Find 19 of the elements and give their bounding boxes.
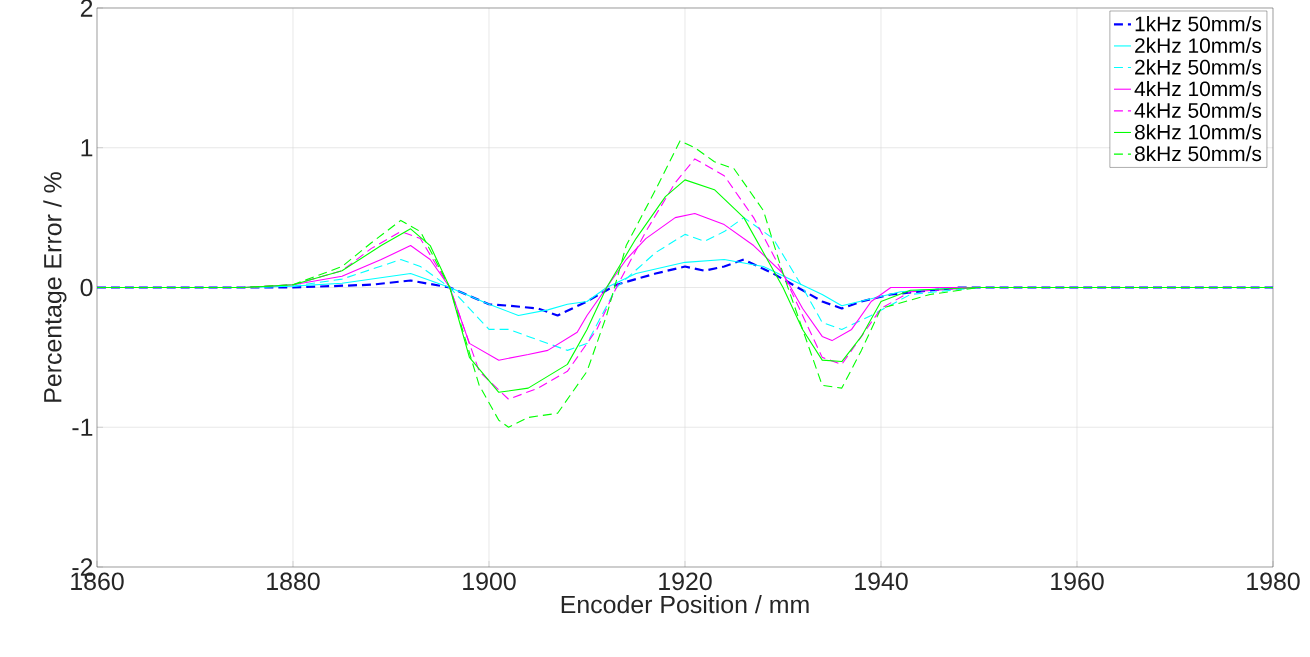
x-tick-label: 1900 bbox=[463, 572, 516, 591]
legend-label: 4kHz 50mm/s bbox=[1134, 102, 1262, 118]
y-tick-label: 0 bbox=[80, 278, 93, 297]
y-axis-title: Percentage Error / % bbox=[43, 172, 67, 402]
x-axis-title: Encoder Position / mm bbox=[561, 595, 809, 614]
legend-label: 8kHz 10mm/s bbox=[1134, 124, 1262, 140]
legend-label: 8kHz 50mm/s bbox=[1134, 145, 1262, 162]
x-tick-label: 1940 bbox=[855, 572, 908, 591]
x-tick-label: 1960 bbox=[1051, 572, 1104, 591]
legend-label: 1kHz 50mm/s bbox=[1135, 15, 1262, 32]
legend-label: 2kHz 50mm/s bbox=[1135, 59, 1262, 75]
legend-label: 4kHz 10mm/s bbox=[1134, 80, 1262, 97]
x-tick-label: 1880 bbox=[267, 572, 320, 591]
y-tick-label: 2 bbox=[80, 0, 93, 17]
legend-label: 2kHz 10mm/s bbox=[1135, 37, 1262, 53]
y-tick-label: 1 bbox=[81, 139, 93, 157]
y-tick-label: -1 bbox=[72, 418, 93, 436]
x-tick-label: 1920 bbox=[659, 572, 712, 591]
x-tick-label: 1980 bbox=[1247, 572, 1300, 591]
